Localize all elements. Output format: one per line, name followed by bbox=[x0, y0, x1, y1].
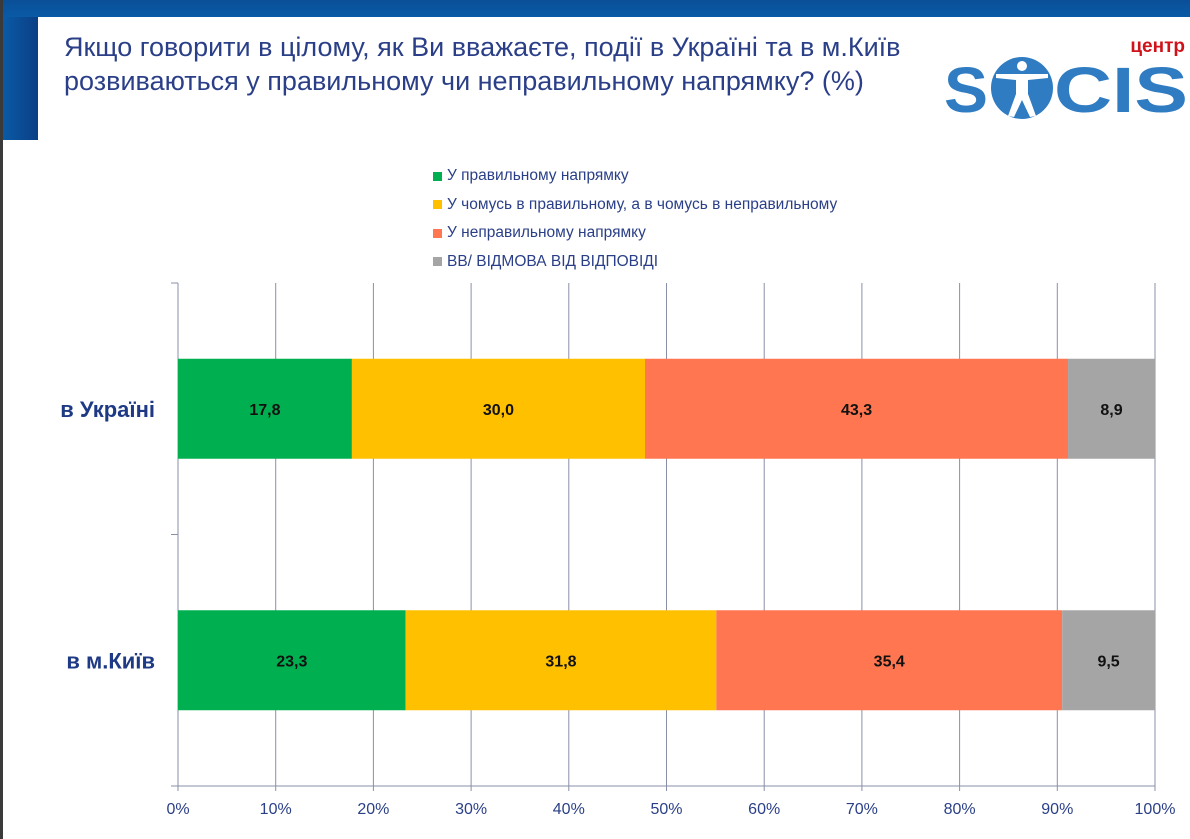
legend-label: У неправильному напрямку bbox=[447, 224, 646, 242]
data-label: 43,3 bbox=[841, 402, 872, 419]
legend-swatch bbox=[433, 257, 442, 267]
socis-logo: центр S CIS bbox=[944, 36, 1188, 120]
x-tick-label: 100% bbox=[1135, 801, 1176, 818]
bar-segment bbox=[1068, 358, 1155, 459]
data-label: 9,5 bbox=[1097, 653, 1119, 670]
bar-segment bbox=[645, 358, 1069, 459]
x-tick-label: 60% bbox=[748, 801, 780, 818]
legend-label: У правильному напрямку bbox=[447, 167, 629, 185]
svg-text:центр: центр bbox=[1130, 36, 1185, 57]
legend-item: У правильному напрямку bbox=[433, 162, 837, 191]
data-label: 23,3 bbox=[276, 653, 307, 670]
x-tick-label: 50% bbox=[650, 801, 682, 818]
x-tick-label: 20% bbox=[357, 801, 389, 818]
window-edge bbox=[0, 0, 3, 839]
legend-swatch bbox=[433, 228, 442, 238]
chart-legend: У правильному напрямку У чомусь в правил… bbox=[433, 162, 837, 276]
bar-segment bbox=[1062, 610, 1155, 711]
svg-text:S: S bbox=[944, 54, 988, 120]
legend-item: У чомусь в правильному, а в чомусь в неп… bbox=[433, 191, 837, 220]
x-tick-label: 0% bbox=[166, 801, 189, 818]
x-tick-label: 40% bbox=[553, 801, 585, 818]
legend-item: У неправильному напрямку bbox=[433, 219, 837, 248]
x-tick-label: 70% bbox=[846, 801, 878, 818]
x-tick-label: 80% bbox=[944, 801, 976, 818]
header-accent bbox=[3, 17, 38, 140]
legend-label: ВВ/ ВІДМОВА ВІД ВІДПОВІДІ bbox=[447, 252, 659, 270]
legend-item: ВВ/ ВІДМОВА ВІД ВІДПОВІДІ bbox=[433, 248, 837, 277]
svg-text:CIS: CIS bbox=[1054, 54, 1188, 120]
bar-segment bbox=[178, 610, 406, 711]
data-label: 17,8 bbox=[249, 402, 280, 419]
x-tick-label: 30% bbox=[455, 801, 487, 818]
header-bar bbox=[3, 0, 1190, 17]
page-title: Якщо говорити в цілому, як Ви вважаєте, … bbox=[64, 32, 901, 96]
category-label: в Україні bbox=[60, 397, 155, 422]
legend-swatch bbox=[433, 171, 442, 181]
x-tick-label: 90% bbox=[1041, 801, 1073, 818]
category-label: в м.Київ bbox=[66, 648, 155, 673]
data-label: 35,4 bbox=[874, 653, 905, 670]
bar-segment bbox=[178, 358, 352, 459]
data-label: 30,0 bbox=[483, 402, 514, 419]
bar-segment bbox=[716, 610, 1063, 711]
data-label: 31,8 bbox=[545, 653, 576, 670]
legend-label: У чомусь в правильному, а в чомусь в неп… bbox=[447, 195, 838, 213]
bar-segment bbox=[405, 610, 717, 711]
x-tick-label: 10% bbox=[260, 801, 292, 818]
legend-swatch bbox=[433, 200, 442, 210]
data-label: 8,9 bbox=[1100, 402, 1122, 419]
bar-segment bbox=[351, 358, 646, 459]
